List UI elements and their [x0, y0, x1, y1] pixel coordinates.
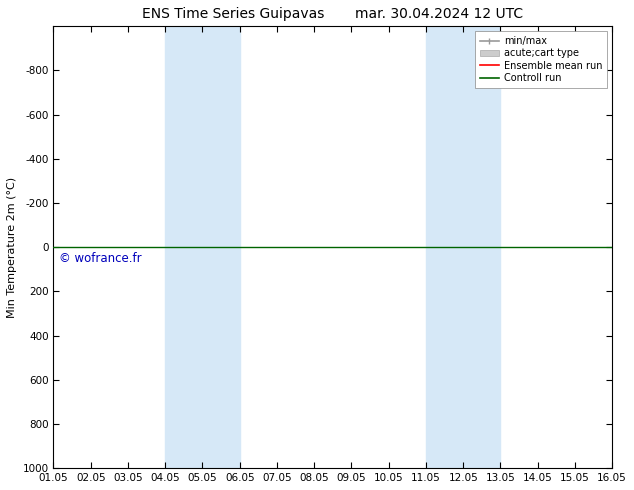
Bar — [165, 26, 240, 468]
Y-axis label: Min Temperature 2m (°C): Min Temperature 2m (°C) — [7, 177, 17, 318]
Bar — [426, 26, 500, 468]
Legend: min/max, acute;cart type, Ensemble mean run, Controll run: min/max, acute;cart type, Ensemble mean … — [475, 31, 607, 88]
Title: ENS Time Series Guipavas       mar. 30.04.2024 12 UTC: ENS Time Series Guipavas mar. 30.04.2024… — [142, 7, 524, 21]
Text: © wofrance.fr: © wofrance.fr — [59, 252, 141, 265]
